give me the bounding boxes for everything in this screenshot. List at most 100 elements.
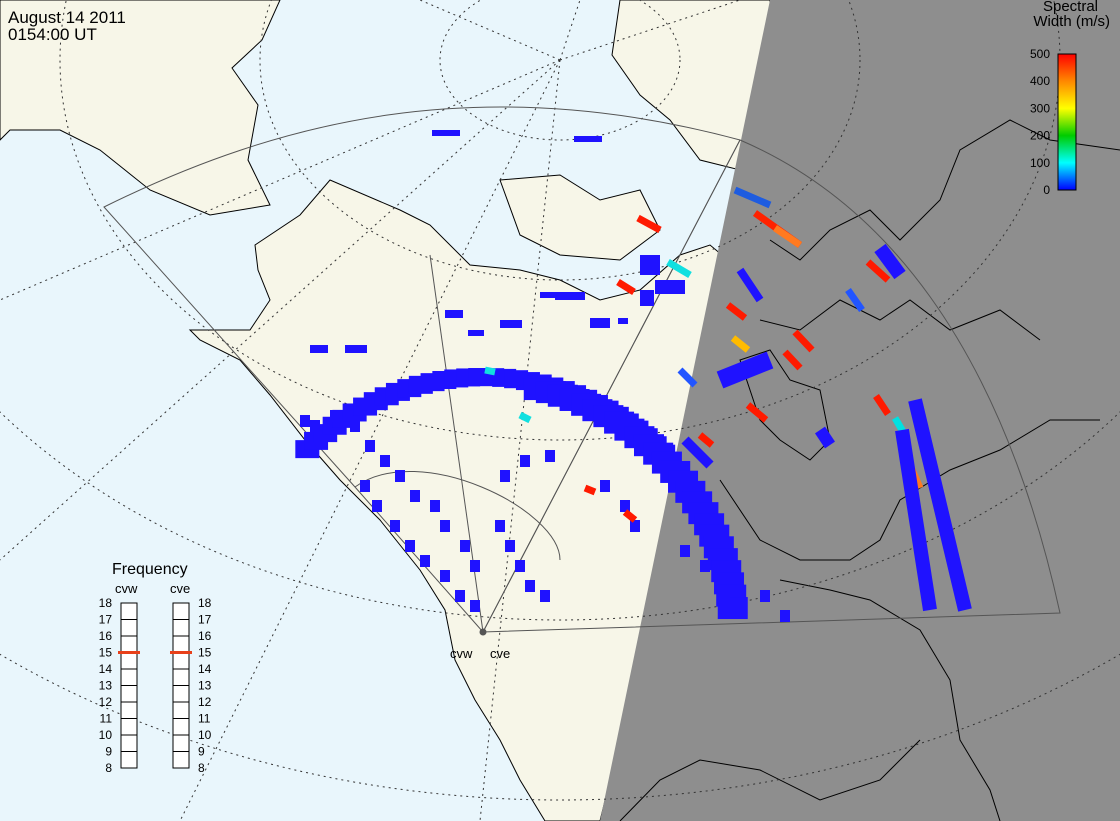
frequency-tick-label: 8 (198, 761, 205, 775)
backscatter-cells (295, 130, 972, 622)
scatter-cell (574, 136, 602, 142)
scatter-cell (720, 590, 730, 602)
colorbar-tick-label: 400 (1030, 74, 1050, 88)
scatter-beam (725, 302, 748, 321)
scatter-cell (365, 440, 375, 452)
scatter-beam (908, 398, 972, 612)
frequency-tick-label: 17 (198, 613, 212, 627)
scatter-cell (540, 590, 550, 602)
scatter-beam (622, 509, 638, 523)
scatter-cell (630, 520, 640, 532)
colorbar-tick-label: 500 (1030, 47, 1050, 61)
scatter-beam (681, 436, 714, 469)
colorbar: Spectral Width (m/s) 500 400 300 200 100 0 (1030, 0, 1110, 197)
scatter-cell (520, 455, 530, 467)
scatter-cell (445, 310, 463, 318)
frequency-scales: 18 17 16 15 14 13 12 11 10 9 8 18 17 16 15 14 13 12 11 10 9 8 (99, 596, 212, 775)
frequency-tick-label: 12 (198, 695, 212, 709)
frequency-tick-label: 15 (198, 646, 212, 660)
scatter-cell (440, 520, 450, 532)
scatter-cell (432, 130, 460, 136)
frequency-tick-label: 10 (198, 728, 212, 742)
scatter-cell (545, 450, 555, 462)
colorbar-gradient (1057, 53, 1077, 191)
frequency-tick-label: 18 (198, 596, 212, 610)
scatter-cell (372, 500, 382, 512)
scatter-beam (745, 402, 769, 423)
frequency-tick-label: 17 (99, 613, 113, 627)
scatter-beam (815, 426, 835, 449)
scatter-beam (636, 214, 662, 234)
scatter-beam (845, 287, 865, 313)
scatter-cell (405, 540, 415, 552)
scatter-cell (460, 540, 470, 552)
frequency-tick-label: 8 (105, 761, 112, 775)
colorbar-title: Spectral (1043, 0, 1098, 15)
colorbar-tick-label: 200 (1030, 129, 1050, 143)
scatter-cell (655, 280, 685, 294)
frequency-tick-label: 11 (100, 712, 113, 726)
scatter-beam (736, 267, 764, 303)
scatter-cell (700, 560, 710, 572)
frequency-tick-label: 12 (99, 695, 113, 709)
scatter-cell (455, 590, 465, 602)
scatter-beam (792, 329, 815, 353)
scatter-beam (865, 259, 891, 283)
fov-cvw (103, 106, 741, 633)
scatter-cell (618, 318, 628, 324)
scatter-cell (330, 410, 340, 422)
scatter-cell (620, 500, 630, 512)
scatter-cell (600, 480, 610, 492)
frequency-tick-label: 18 (99, 596, 113, 610)
date-label: August 14 2011 (8, 8, 126, 27)
scatter-cell (500, 320, 522, 328)
scatter-cell (345, 345, 367, 353)
scatter-cell (360, 480, 370, 492)
scatter-cell (505, 540, 515, 552)
frequency-tick-label: 10 (99, 728, 113, 742)
scatter-cell (380, 455, 390, 467)
frequency-tick-label: 15 (99, 646, 113, 660)
colorbar-subtitle: Width (m/s) (1033, 13, 1110, 30)
colorbar-tick-label: 0 (1043, 183, 1050, 197)
frequency-tick-label: 13 (99, 679, 113, 693)
scatter-beam (583, 484, 597, 496)
site-label-cve: cve (490, 646, 510, 661)
frequency-tick-label: 14 (198, 662, 212, 676)
scatter-cell (735, 600, 745, 612)
scatter-cell (640, 290, 654, 306)
frequency-tick-label: 16 (198, 629, 212, 643)
scatter-cell (440, 570, 450, 582)
frequency-tick-label: 9 (198, 745, 205, 759)
scatter-cell (310, 420, 320, 432)
scatter-beam (666, 258, 692, 279)
frequency-tick-label: 14 (99, 662, 113, 676)
scatter-beam (616, 279, 636, 295)
scatter-cell (515, 560, 525, 572)
scatter-cell (555, 292, 585, 300)
scatter-beam (697, 432, 715, 448)
scatter-beam (873, 394, 891, 416)
scatter-cell (390, 520, 400, 532)
scatter-cell (395, 470, 405, 482)
scatter-cell (350, 420, 360, 432)
time-label: 0154:00 UT (8, 25, 97, 44)
scatter-cell (495, 520, 505, 532)
scatter-beam (716, 351, 774, 389)
scatter-cell (640, 255, 660, 275)
scatter-cell (420, 555, 430, 567)
frequency-tick-label: 11 (198, 712, 211, 726)
frequency-tick-label: 13 (198, 679, 212, 693)
scatter-cell (500, 470, 510, 482)
scatter-beam (518, 411, 532, 424)
scatter-cell (680, 545, 690, 557)
frequency-title: Frequency (112, 561, 188, 578)
scatter-beam (730, 335, 751, 353)
colorbar-ticks: 500 400 300 200 100 0 (1030, 47, 1050, 197)
scatter-cell (780, 610, 790, 622)
frequency-tick-label: 16 (99, 629, 113, 643)
frequency-panel: Frequency cvw cve 1817161514131211109818… (99, 561, 212, 775)
scatter-beam (733, 186, 772, 209)
scatter-cell (590, 318, 610, 328)
